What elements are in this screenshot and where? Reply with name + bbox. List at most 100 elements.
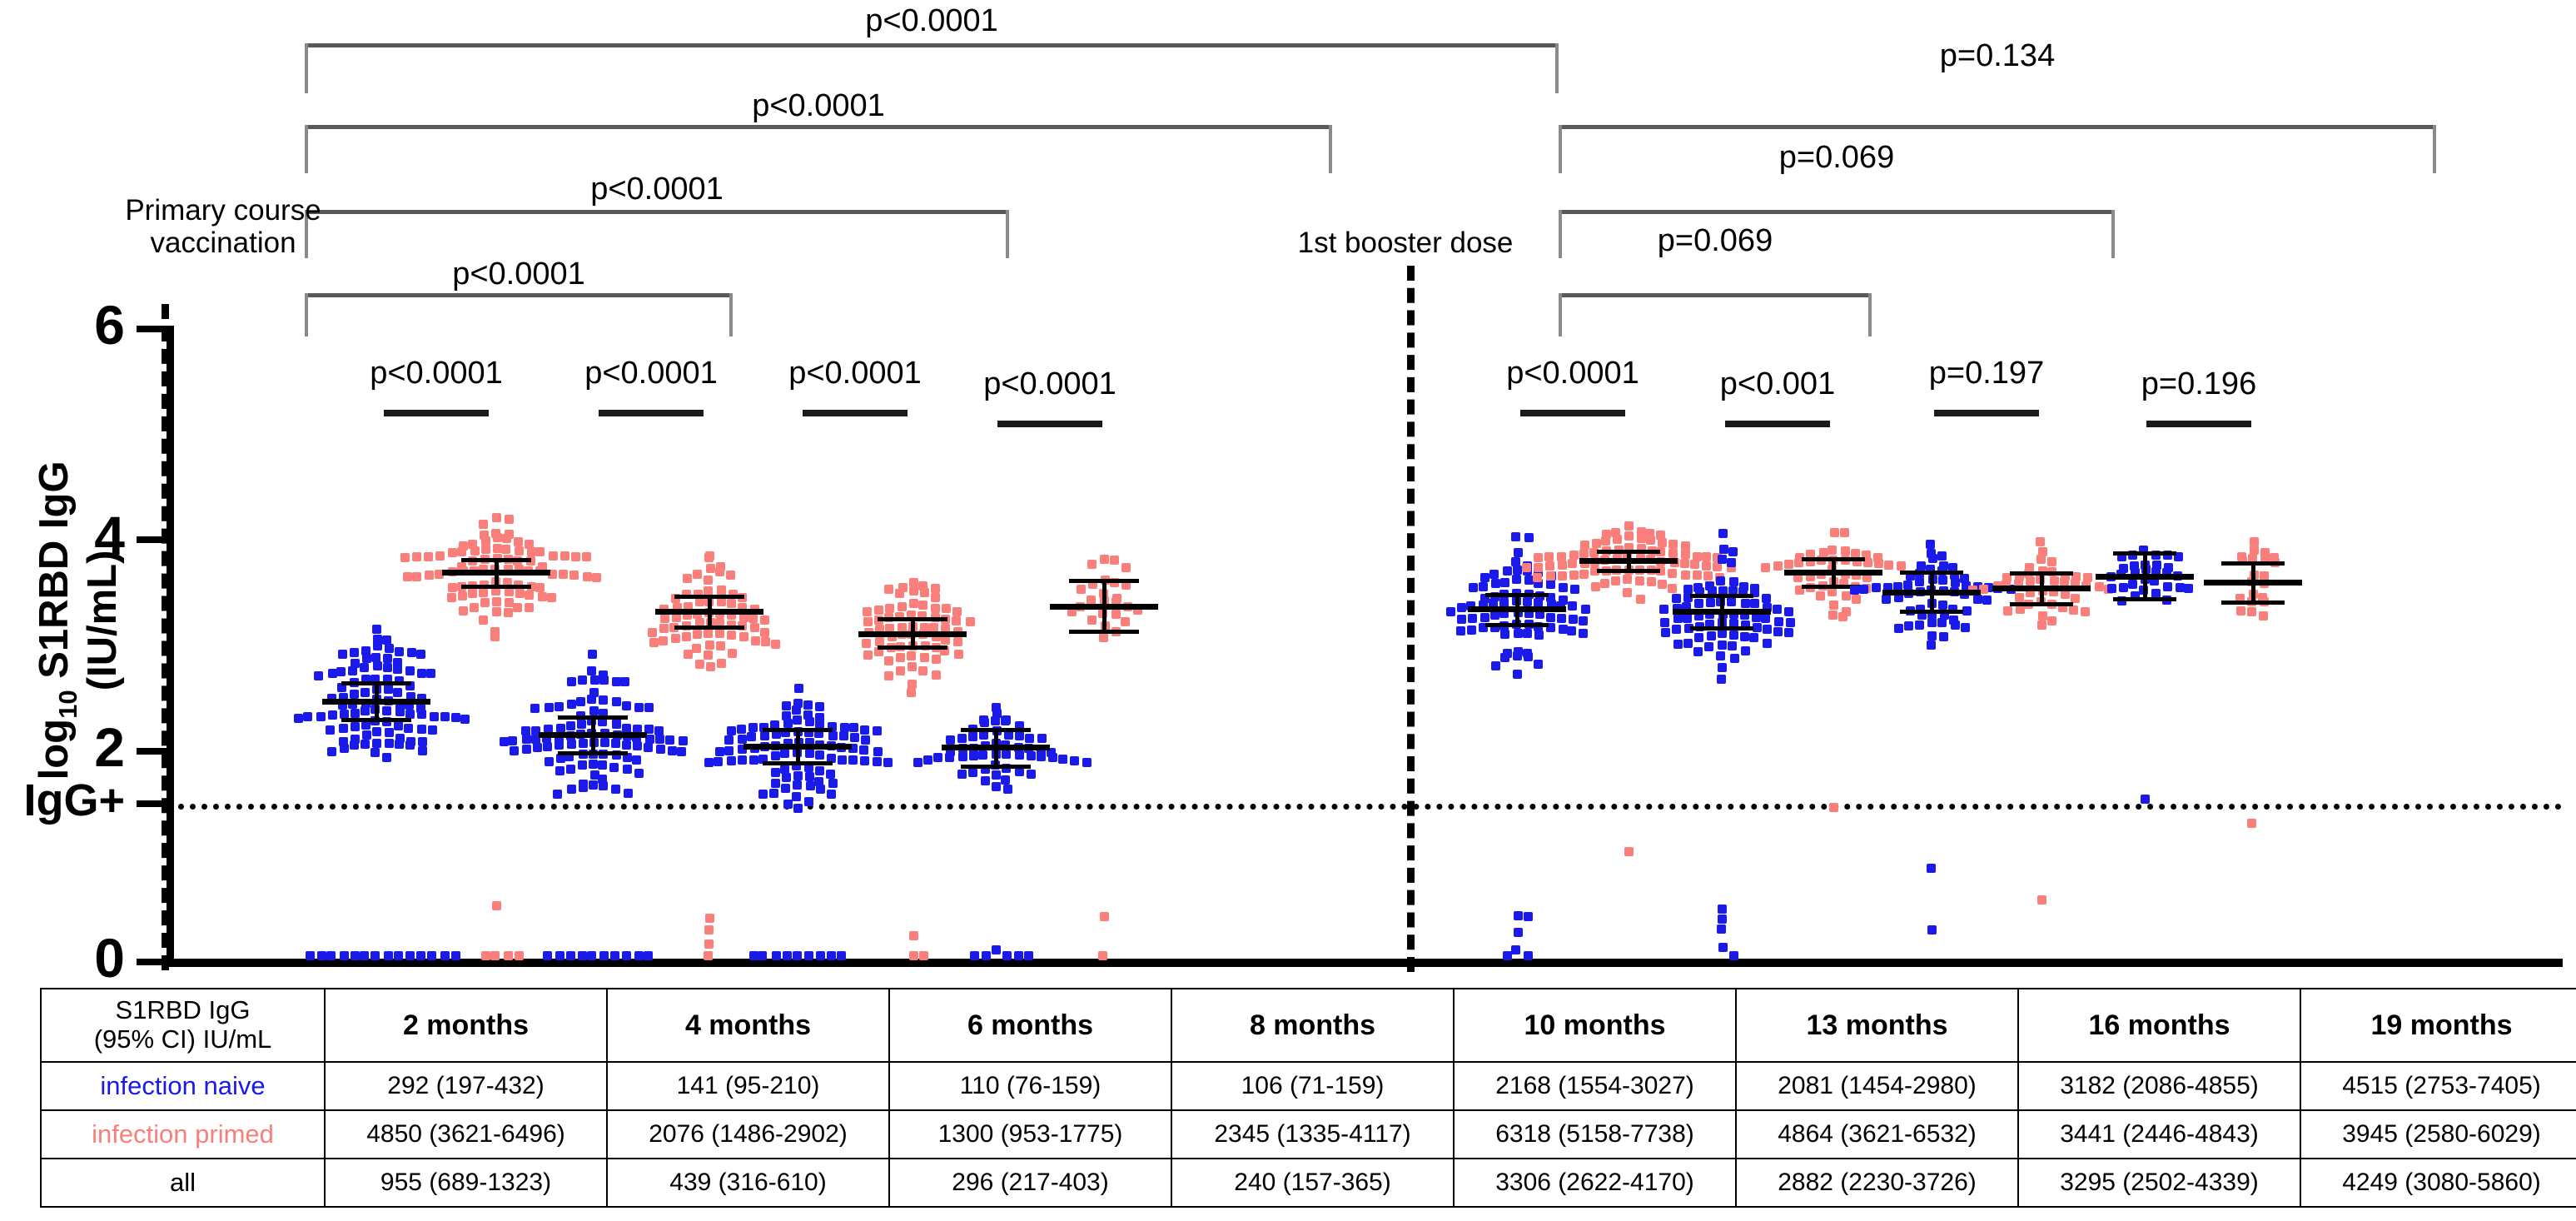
data-point-naive — [609, 762, 619, 772]
data-point-naive — [848, 755, 858, 765]
data-point-primed — [1624, 846, 1634, 856]
data-point-naive — [1468, 582, 1478, 592]
data-point-primed — [706, 564, 716, 574]
bracket-left-tick — [1559, 125, 1562, 173]
data-point-naive — [967, 768, 977, 778]
data-point-primed — [548, 569, 558, 579]
data-point-primed — [502, 534, 512, 544]
naive-7-ci-stem — [2142, 553, 2147, 600]
data-point-primed — [1600, 536, 1610, 546]
data-point-primed — [1579, 569, 1589, 579]
data-point-naive — [1774, 617, 1783, 627]
data-point-primed — [1591, 538, 1601, 548]
data-point-primed — [2037, 566, 2047, 576]
table-cell: 6318 (5158-7738) — [1453, 1109, 1737, 1159]
data-point-primed — [1667, 583, 1677, 593]
data-point-naive — [530, 703, 540, 713]
data-point-primed — [1569, 571, 1579, 581]
data-point-naive — [859, 745, 869, 755]
data-point-naive — [1037, 734, 1047, 744]
table-cell: 4515 (2753-7405) — [2300, 1061, 2576, 1111]
data-point-naive — [1545, 622, 1555, 632]
data-point-primed — [447, 548, 457, 558]
data-point-naive — [978, 730, 988, 740]
data-point-naive — [2151, 566, 2161, 576]
data-point-primed — [649, 637, 659, 647]
data-point-primed — [1681, 570, 1691, 580]
naive-4-ci-stem — [1514, 595, 1519, 625]
data-point-naive — [992, 944, 1002, 954]
data-point-primed — [1852, 556, 1862, 566]
data-point-naive — [873, 725, 883, 735]
data-point-naive — [1751, 613, 1761, 623]
data-point-primed — [716, 659, 726, 669]
data-point-naive — [1683, 613, 1693, 623]
y-axis-tick — [137, 326, 168, 332]
pair-pvalue-label: p<0.0001 — [370, 356, 503, 391]
data-point-naive — [913, 757, 923, 767]
data-point-naive — [565, 720, 575, 730]
data-point-primed — [2095, 582, 2104, 592]
data-point-naive — [1760, 614, 1770, 624]
data-point-primed — [412, 552, 422, 561]
data-point-primed — [535, 547, 545, 557]
primed-6-ci-cap-low — [2010, 602, 2073, 607]
data-point-primed — [907, 679, 917, 689]
table-column-header: 13 months — [1735, 988, 2019, 1063]
data-point-primed — [906, 687, 916, 697]
data-point-primed — [1533, 562, 1543, 572]
data-point-primed — [940, 646, 950, 656]
primed-4-ci-stem — [1626, 551, 1631, 571]
data-point-naive — [1500, 629, 1509, 639]
data-point-primed — [895, 666, 905, 676]
data-point-naive — [2116, 551, 2126, 561]
data-point-naive — [1718, 640, 1728, 650]
bracket-top-line — [305, 125, 1332, 129]
data-point-naive — [1705, 598, 1715, 608]
data-point-naive — [1693, 632, 1703, 642]
primed-2-ci-cap-low — [878, 645, 947, 650]
table-column-header: 8 months — [1171, 988, 1455, 1063]
naive-3-ci-cap-low — [961, 765, 1031, 770]
data-point-primed — [1590, 566, 1599, 576]
data-point-primed — [491, 512, 501, 522]
data-point-naive — [1927, 609, 1937, 619]
data-point-naive — [980, 718, 990, 728]
data-point-primed — [761, 637, 770, 647]
data-point-naive — [2151, 561, 2161, 571]
data-point-naive — [1916, 604, 1925, 614]
data-point-naive — [294, 714, 303, 724]
primed-0-ci-stem — [494, 560, 499, 587]
data-point-naive — [1762, 593, 1772, 603]
data-point-naive — [405, 740, 415, 750]
data-point-naive — [1717, 924, 1727, 934]
data-point-naive — [1783, 628, 1793, 638]
data-point-primed — [716, 640, 726, 650]
data-point-naive — [1740, 610, 1750, 620]
bracket-top-line — [1559, 125, 2436, 129]
data-point-primed — [1624, 542, 1634, 552]
data-point-primed — [1667, 568, 1677, 578]
table-header-row: S1RBD IgG (95% CI) IU/mL 2 months 4 months… — [40, 988, 2576, 1063]
data-point-primed — [1841, 606, 1851, 616]
data-point-naive — [1881, 595, 1891, 605]
data-point-naive — [1683, 584, 1693, 594]
summary-table: S1RBD IgG (95% CI) IU/mL 2 months 4 months… — [40, 988, 2576, 1208]
data-point-primed — [493, 544, 503, 554]
data-point-naive — [1937, 551, 1947, 561]
data-point-naive — [1894, 593, 1904, 603]
data-point-naive — [758, 790, 768, 800]
data-point-naive — [665, 735, 675, 745]
data-point-naive — [555, 723, 565, 733]
data-point-naive — [361, 739, 370, 749]
data-point-naive — [351, 709, 361, 719]
data-point-naive — [1514, 910, 1524, 920]
data-point-primed — [726, 610, 736, 620]
pair-pvalue-bar — [997, 421, 1102, 427]
data-point-naive — [394, 646, 404, 656]
data-point-naive — [314, 670, 324, 680]
data-point-primed — [684, 650, 694, 659]
booster-dose-divider — [1407, 266, 1415, 972]
data-point-primed — [570, 552, 580, 561]
data-point-naive — [553, 789, 563, 799]
